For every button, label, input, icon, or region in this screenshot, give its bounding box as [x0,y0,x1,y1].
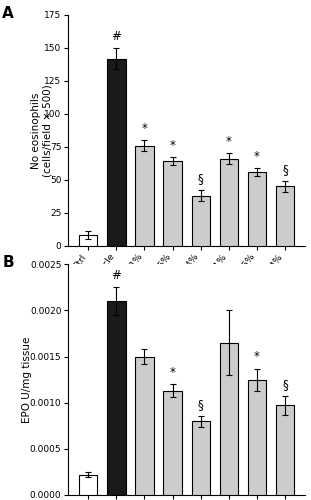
Text: §: § [198,398,203,410]
Bar [79,235,97,246]
Bar [135,146,154,246]
Bar [220,158,238,246]
Text: *: * [169,140,175,152]
Bar [192,421,210,495]
Text: §: § [282,163,288,176]
Text: #: # [111,269,121,282]
Y-axis label: No eosinophils
(cells/field × 500): No eosinophils (cells/field × 500) [31,84,52,177]
Text: *: * [254,150,260,163]
Bar [107,58,126,246]
Text: B: B [2,255,14,270]
Bar [248,380,266,495]
Bar [163,390,182,495]
Bar [248,172,266,246]
Bar [192,196,210,246]
Text: *: * [142,122,147,135]
Text: §: § [282,378,288,391]
Text: #: # [111,30,121,43]
Bar [220,342,238,495]
Bar [107,301,126,495]
Text: *: * [254,350,260,364]
Bar [276,186,294,246]
Text: *: * [226,136,232,148]
Bar [163,162,182,246]
Text: A: A [2,6,14,21]
Text: §: § [198,172,203,186]
Bar [135,356,154,495]
Text: *: * [169,366,175,379]
Bar [79,474,97,495]
Y-axis label: EPO U/mg tissue: EPO U/mg tissue [22,336,32,423]
Bar [276,406,294,495]
